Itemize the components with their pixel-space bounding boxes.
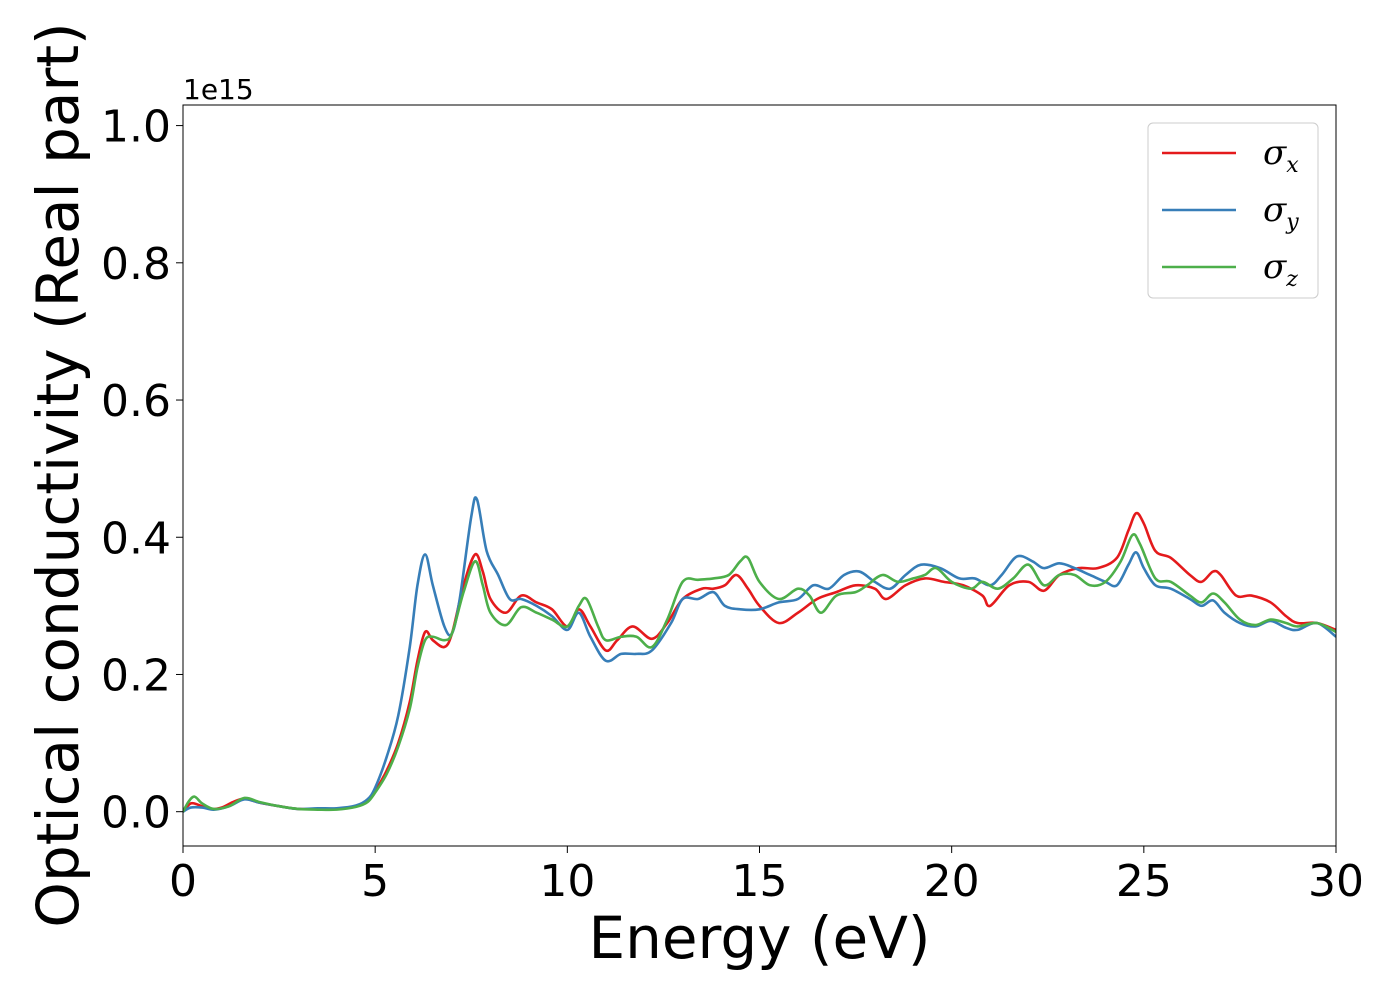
y-axis: 0.0 0.2 0.4 0.6 0.8 1.0 <box>101 102 183 839</box>
x-tick-label: 0 <box>169 856 197 907</box>
y-axis-title: Optical conductivity (Real part) <box>24 22 92 927</box>
legend: σx σy σz <box>1147 122 1319 299</box>
y-tick-label: 0.6 <box>101 376 171 427</box>
x-tick-label: 20 <box>924 856 980 907</box>
x-tick-label: 30 <box>1308 856 1364 907</box>
y-offset-label: 1e15 <box>183 73 254 106</box>
x-tick-label: 25 <box>1116 856 1172 907</box>
legend-label-x: σx <box>1263 133 1299 178</box>
legend-label-y: σy <box>1263 190 1299 235</box>
series-layer <box>183 496 1336 813</box>
series-line-y <box>183 496 1336 813</box>
x-tick-label: 10 <box>539 856 595 907</box>
x-tick-label: 15 <box>732 856 788 907</box>
legend-label-z: σz <box>1263 247 1298 292</box>
x-tick-label: 5 <box>361 856 389 907</box>
series-line-z <box>183 533 1336 813</box>
y-tick-label: 0.0 <box>101 788 171 839</box>
y-tick-label: 0.2 <box>101 650 171 701</box>
y-tick-label: 0.8 <box>101 239 171 290</box>
y-tick-label: 1.0 <box>101 102 171 153</box>
x-axis: 0 5 10 15 20 25 30 <box>169 846 1364 907</box>
x-axis-title: Energy (eV) <box>588 904 930 972</box>
y-tick-label: 0.4 <box>101 513 171 564</box>
